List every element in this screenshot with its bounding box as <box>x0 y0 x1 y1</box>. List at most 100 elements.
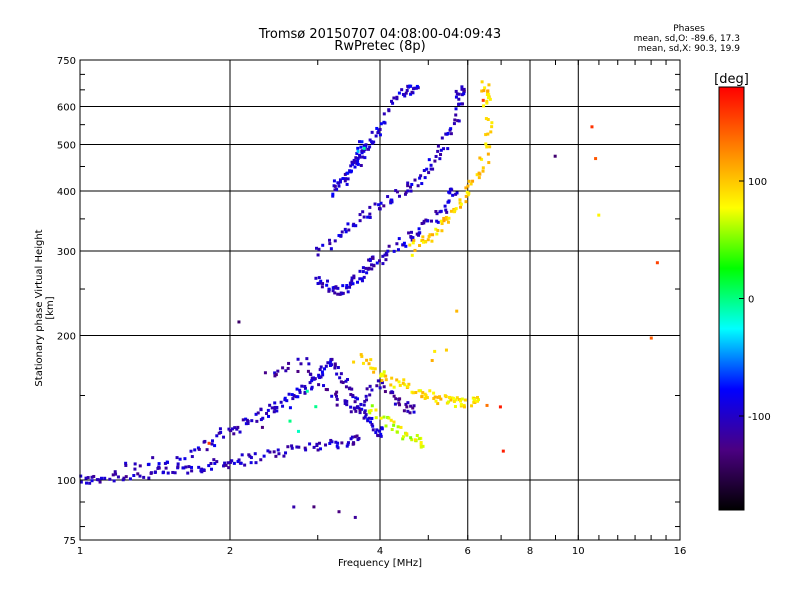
data-point <box>379 122 383 126</box>
data-point <box>217 431 221 435</box>
data-point <box>397 380 401 384</box>
data-point <box>332 179 336 183</box>
data-point <box>370 267 374 271</box>
data-point <box>189 449 193 453</box>
data-point <box>472 397 476 401</box>
data-point <box>324 364 328 368</box>
data-point <box>422 219 426 223</box>
data-point <box>413 178 417 182</box>
data-point <box>138 464 142 468</box>
data-point <box>442 219 446 223</box>
data-point <box>448 395 452 399</box>
data-point <box>228 460 232 464</box>
data-point <box>410 438 414 442</box>
data-point <box>232 432 236 436</box>
data-point <box>260 425 264 429</box>
data-point <box>409 404 413 408</box>
data-point <box>478 156 482 160</box>
data-point <box>455 191 459 195</box>
data-point <box>348 386 352 390</box>
data-point <box>427 171 431 175</box>
data-point <box>337 234 341 238</box>
data-point <box>363 409 367 413</box>
data-point <box>187 465 191 469</box>
data-point <box>353 400 357 404</box>
data-point <box>434 154 438 158</box>
data-point <box>348 281 352 285</box>
data-point <box>349 437 353 441</box>
data-point <box>374 416 378 420</box>
data-point <box>428 233 432 237</box>
data-point <box>343 172 347 176</box>
data-point <box>486 152 490 156</box>
data-point <box>487 83 491 87</box>
data-point <box>345 284 349 288</box>
data-point <box>328 361 332 365</box>
data-point <box>402 378 406 382</box>
data-point <box>434 227 438 231</box>
data-point <box>362 144 366 148</box>
data-point <box>371 366 375 370</box>
data-point <box>398 383 402 387</box>
data-point <box>379 416 383 420</box>
data-point <box>446 147 450 151</box>
data-point <box>454 113 458 117</box>
data-point <box>434 210 438 214</box>
data-point <box>124 461 128 465</box>
data-point <box>151 456 155 460</box>
data-point <box>305 389 309 393</box>
data-point <box>243 463 247 467</box>
data-point <box>449 127 453 131</box>
data-point <box>263 371 267 375</box>
data-point <box>378 133 382 137</box>
data-point <box>447 400 451 404</box>
data-point <box>436 220 440 224</box>
data-point <box>176 462 180 466</box>
data-point <box>381 262 385 266</box>
data-point <box>244 417 248 421</box>
data-point <box>426 238 430 242</box>
data-point <box>114 472 118 476</box>
data-point <box>409 230 413 234</box>
x-tick-label: 16 <box>674 546 687 557</box>
data-point <box>291 397 295 401</box>
data-point <box>318 368 322 372</box>
data-point <box>406 189 410 193</box>
data-point <box>455 309 459 313</box>
data-point <box>290 446 294 450</box>
data-point <box>266 408 270 412</box>
data-point <box>315 246 319 250</box>
data-point <box>283 398 287 402</box>
data-point <box>475 395 479 399</box>
data-point <box>88 481 92 485</box>
data-point <box>349 410 353 414</box>
data-point <box>349 405 353 409</box>
data-point <box>294 395 298 399</box>
phase-stats-heading: Phases <box>673 24 705 34</box>
data-point <box>320 285 324 289</box>
data-point <box>553 154 557 158</box>
data-point <box>430 358 434 362</box>
data-point <box>361 270 365 274</box>
data-point <box>84 476 88 480</box>
data-point <box>485 92 489 96</box>
data-point <box>359 353 363 357</box>
data-point <box>420 395 424 399</box>
data-point <box>467 191 471 195</box>
data-point <box>339 380 343 384</box>
x-axis-label: Frequency [MHz] <box>337 558 423 569</box>
data-point <box>339 291 343 295</box>
data-point <box>425 167 429 171</box>
data-point <box>377 259 381 263</box>
data-point <box>453 208 457 212</box>
data-point <box>370 141 374 145</box>
data-point <box>218 427 222 431</box>
data-point <box>369 408 373 412</box>
data-point <box>346 222 350 226</box>
data-point <box>382 370 386 374</box>
data-point <box>487 161 491 165</box>
data-point <box>454 95 458 99</box>
data-point <box>308 442 312 446</box>
data-point <box>462 89 466 93</box>
